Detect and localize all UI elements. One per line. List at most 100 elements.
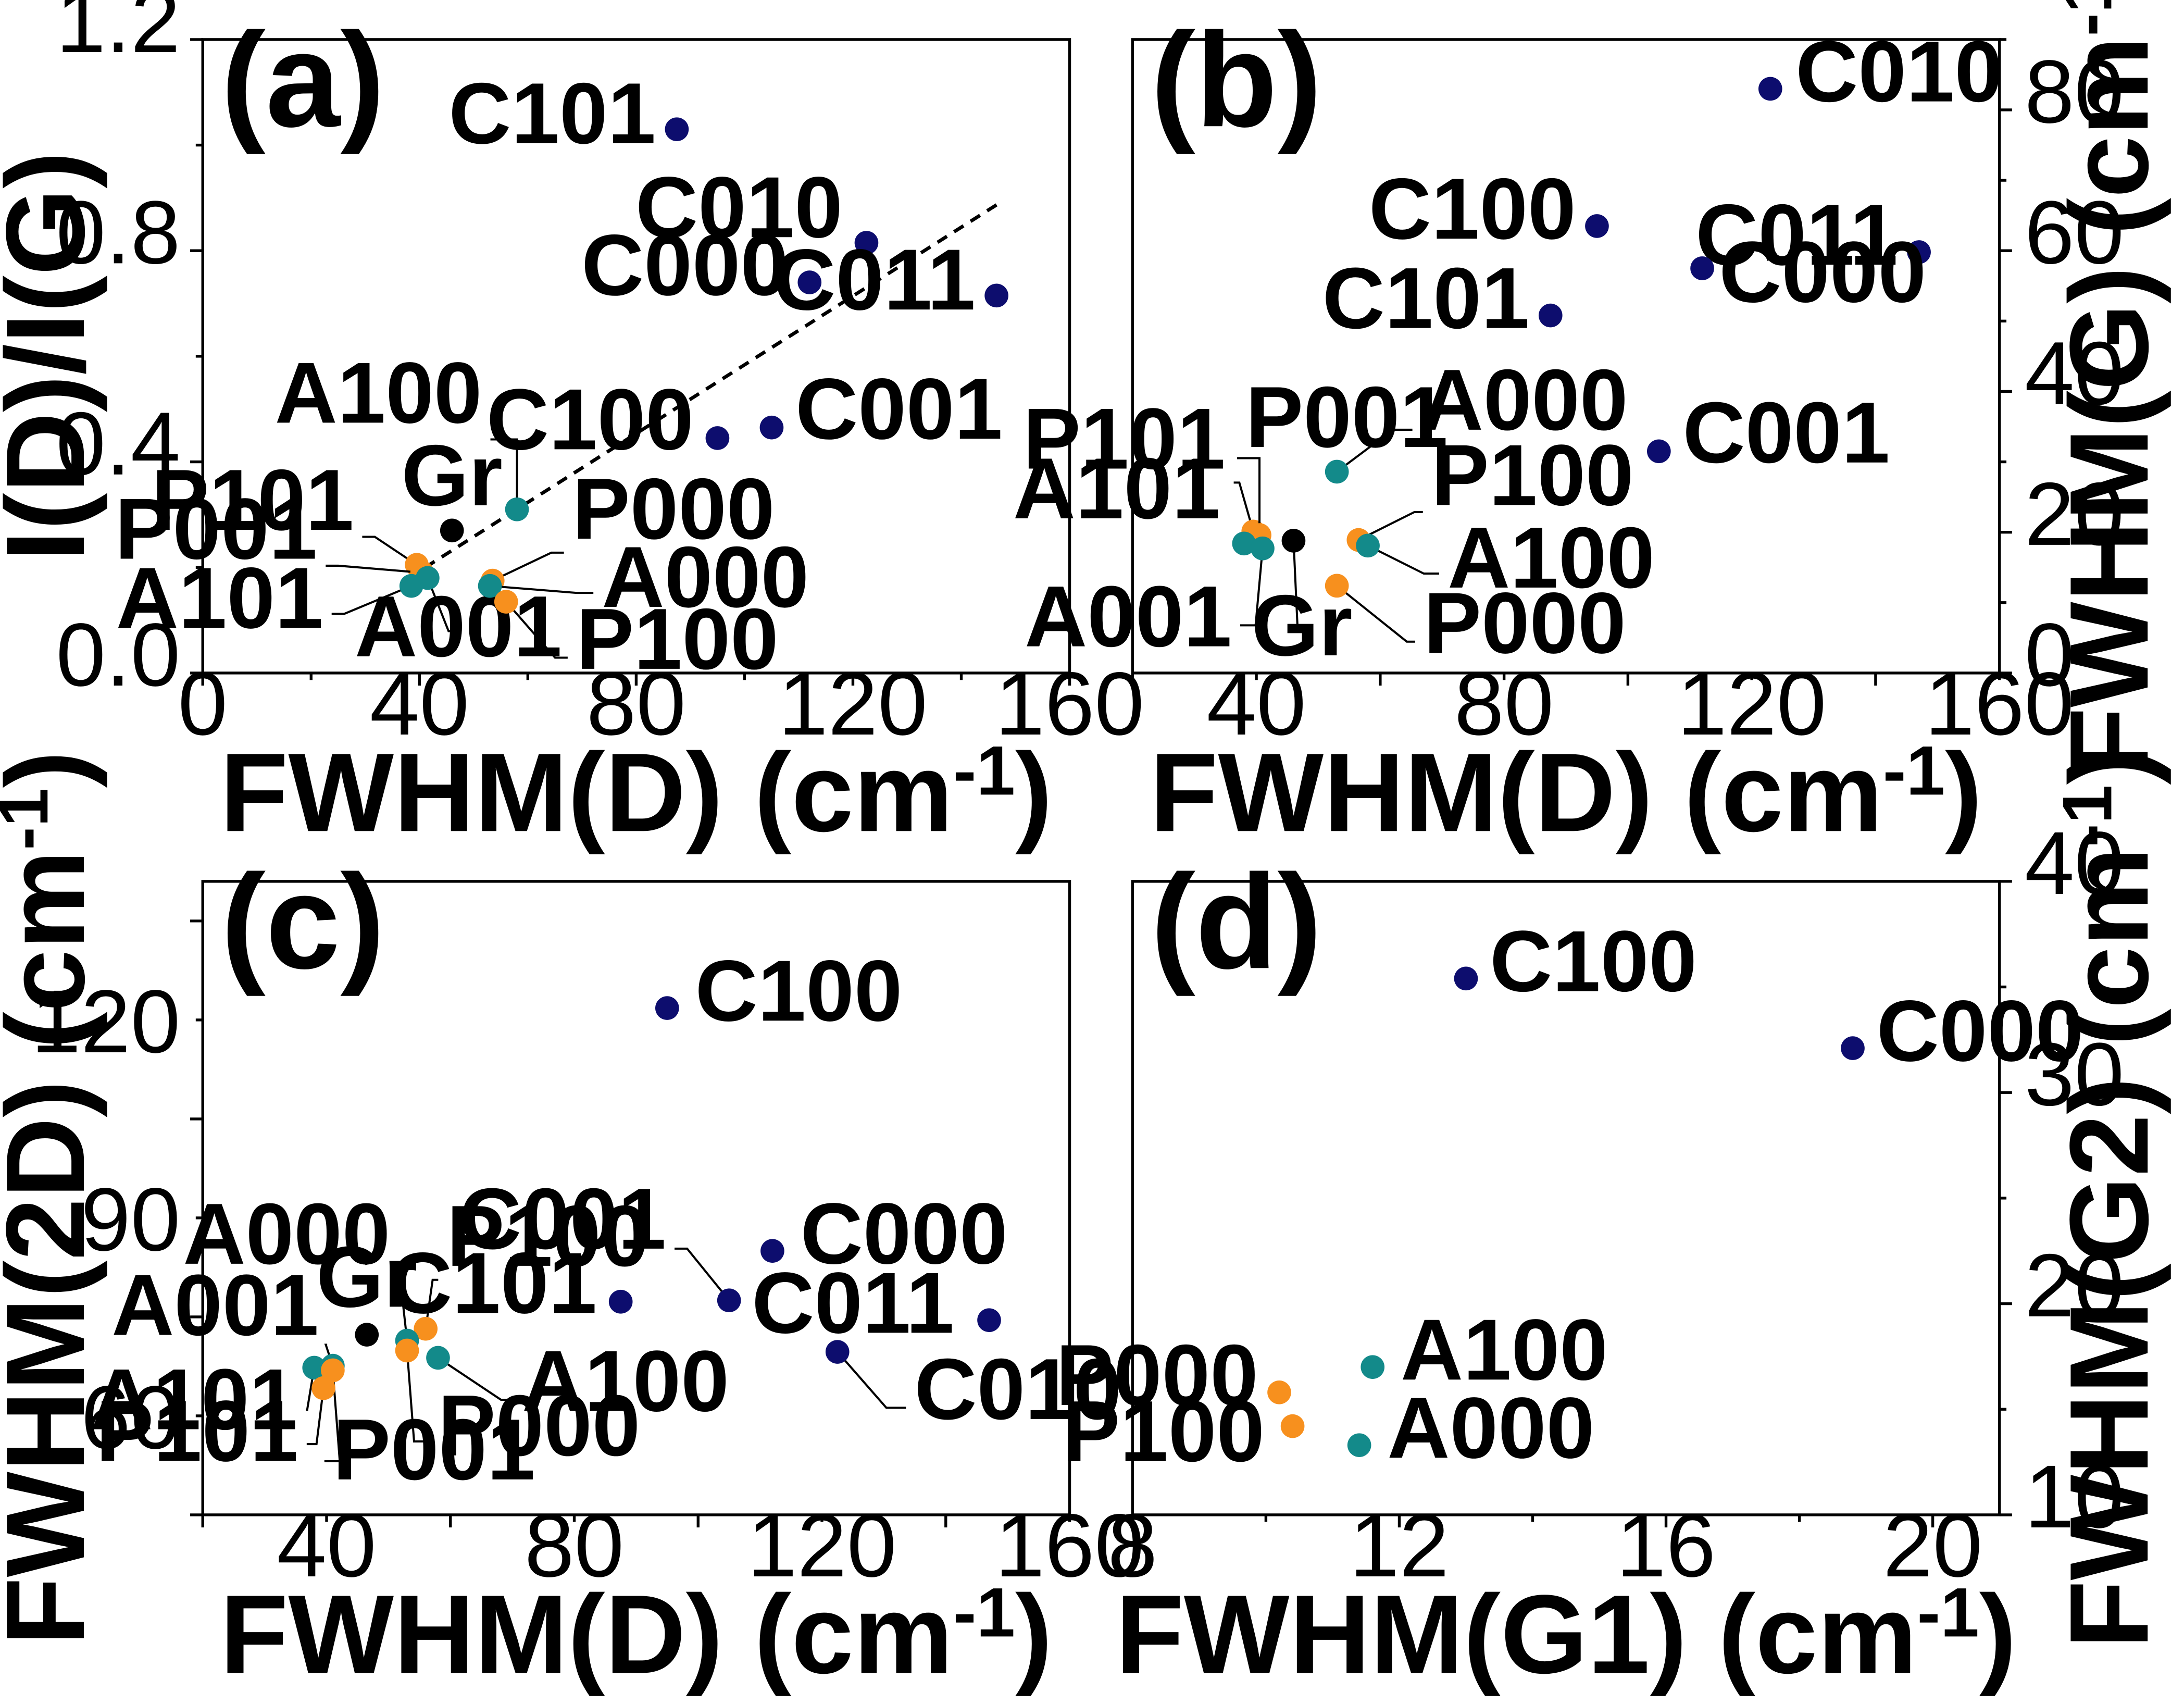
data-point	[665, 117, 689, 141]
leader-line	[362, 536, 418, 566]
y-tick-label: 120	[31, 972, 181, 1072]
leader-line	[1237, 457, 1261, 536]
leader-line	[437, 1357, 514, 1401]
x-tick-label: 40	[1207, 654, 1306, 754]
data-point	[655, 996, 679, 1020]
data-point	[1347, 1433, 1371, 1457]
y-tick-label: 0.4	[56, 394, 180, 494]
data-point	[505, 497, 529, 521]
x-axis-label: FWHM(D) (cm-1)	[220, 730, 1052, 855]
point-label: A000	[602, 529, 809, 626]
point-label: C000	[581, 217, 789, 314]
point-label: A100	[275, 344, 482, 441]
data-point	[1361, 1355, 1385, 1379]
y-tick-label: 80	[2025, 42, 2124, 142]
point-label: A101	[116, 550, 323, 646]
leader-line	[427, 577, 458, 632]
y-tick-label: 30	[2025, 1024, 2124, 1124]
data-point	[717, 1288, 741, 1313]
leader-line	[306, 1367, 316, 1411]
data-point	[608, 1289, 633, 1314]
point-label: C010	[914, 1341, 1121, 1438]
leader-line	[1358, 511, 1423, 541]
point-label: C011	[773, 231, 976, 328]
data-point	[797, 270, 822, 294]
data-point	[759, 415, 784, 440]
point-label: C000	[1877, 982, 2084, 1079]
data-point	[302, 1355, 327, 1380]
x-tick-label: 12	[1350, 1496, 1449, 1596]
point-label: P100	[446, 1188, 649, 1285]
point-label: C100	[486, 371, 694, 468]
data-point	[1758, 77, 1782, 101]
point-label: A100	[522, 1333, 729, 1429]
y-tick-label: 0.0	[56, 605, 180, 705]
y-tick-label: 60	[2025, 182, 2124, 282]
x-axis-label: FWHM(G1) (cm-1)	[1116, 1572, 2017, 1697]
point-label: C010	[1795, 23, 2003, 120]
data-point	[1538, 303, 1563, 328]
point-label: P101	[1023, 391, 1226, 488]
point-label: C011	[1695, 186, 1898, 283]
data-point	[355, 1323, 379, 1347]
y-tick-label: 1.2	[56, 0, 180, 71]
x-tick-label: 80	[1454, 654, 1554, 754]
leader-line	[1367, 544, 1439, 575]
x-tick-label: 160	[1925, 654, 2074, 754]
point-label: C100	[1490, 913, 1697, 1010]
x-tick-label: 20	[1883, 1496, 1982, 1596]
point-label: A001	[111, 1257, 319, 1354]
x-axis-label: FWHM(D) (cm-1)	[1150, 730, 1982, 855]
leader-line	[425, 1278, 439, 1329]
data-point	[705, 426, 730, 450]
y-tick-label: 20	[2025, 464, 2124, 564]
point-label: P000	[572, 461, 775, 557]
y-tick-label: 40	[2025, 324, 2124, 424]
x-tick-label: 120	[747, 1496, 897, 1596]
x-tick-label: 120	[778, 654, 928, 754]
leader-line	[306, 1388, 325, 1446]
data-point	[311, 1376, 335, 1400]
point-label: C011	[752, 1254, 954, 1351]
point-label: P100	[576, 591, 779, 688]
leader-line	[324, 1370, 341, 1462]
point-label: A100	[1447, 509, 1655, 606]
y-tick-label: 60	[81, 1367, 180, 1467]
leader-line	[1336, 584, 1415, 643]
y-tick-label: 0	[2025, 605, 2075, 705]
point-label: C100	[695, 942, 903, 1039]
point-label: C010	[635, 159, 843, 256]
data-point	[395, 1338, 419, 1363]
plot-frame	[201, 880, 1071, 1516]
data-point	[984, 283, 1008, 308]
point-label: C001	[795, 360, 1003, 457]
point-label: C101	[448, 65, 656, 162]
y-tick-label: 0.8	[56, 182, 180, 282]
x-axis-label: FWHM(D) (cm-1)	[220, 1572, 1052, 1697]
data-point	[1280, 1414, 1305, 1438]
data-point	[760, 1239, 784, 1263]
panel-a: 0 40 80 120 160 0.0 0.4 0.8 1.2 FWHM(D) (cm-1) I(D…	[0, 0, 1144, 855]
leader-line	[406, 1350, 430, 1442]
data-point	[321, 1358, 345, 1383]
point-label: P000	[438, 1377, 641, 1474]
point-label: P001	[1245, 369, 1448, 466]
point-label: C100	[1369, 160, 1576, 257]
data-point	[478, 574, 502, 598]
x-tick-label: 160	[995, 654, 1144, 754]
point-label: P001	[333, 1401, 535, 1498]
data-point	[1690, 256, 1714, 280]
plot-frame	[1131, 38, 2001, 675]
y-tick-label: 40	[2025, 813, 2124, 913]
data-point	[977, 1308, 1001, 1333]
point-label: A100	[1401, 1301, 1608, 1398]
data-point	[825, 1340, 850, 1364]
leader-line	[675, 1247, 730, 1301]
panel-label: (b)	[1151, 5, 1322, 155]
data-point	[1251, 536, 1275, 561]
point-label: C101	[1322, 250, 1530, 347]
x-tick-label: 80	[586, 654, 686, 754]
panel-label: (c)	[221, 847, 385, 997]
